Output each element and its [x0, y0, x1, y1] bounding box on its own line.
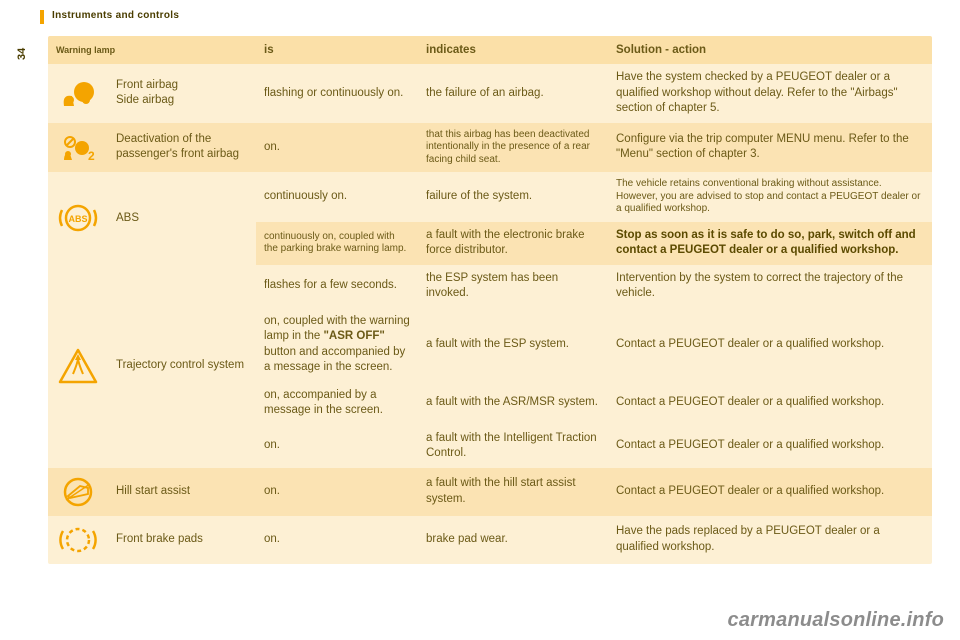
lamp-indicates: the ESP system has been invoked.: [418, 265, 608, 308]
lamp-solution: Intervention by the system to correct th…: [608, 265, 932, 308]
abs-icon: ABS: [48, 172, 108, 265]
lamp-name: ABS: [108, 172, 256, 265]
lamp-indicates: a fault with the Intelligent Traction Co…: [418, 425, 608, 468]
hill-icon: [48, 468, 108, 516]
lamp-is: on.: [256, 516, 418, 564]
lamp-indicates: that this airbag has been deactivated in…: [418, 123, 608, 173]
section-title: Instruments and controls: [52, 10, 179, 21]
lamp-indicates: a fault with the ASR/MSR system.: [418, 382, 608, 425]
table-row: Trajectory control system flashes for a …: [48, 265, 932, 308]
lamp-solution: Have the pads replaced by a PEUGEOT deal…: [608, 516, 932, 564]
col-name-blank: [108, 36, 256, 64]
table-row: ABS ABS continuously on. failure of the …: [48, 172, 932, 222]
table-row: Front airbag Side airbag flashing or con…: [48, 64, 932, 123]
table-row: 2 Deactivation of the passenger's front …: [48, 123, 932, 173]
lamp-is: flashing or continuously on.: [256, 64, 418, 123]
page-number: 34: [16, 48, 28, 60]
col-solution: Solution - action: [608, 36, 932, 64]
col-is: is: [256, 36, 418, 64]
lamp-is: on.: [256, 123, 418, 173]
lamp-solution: Contact a PEUGEOT dealer or a qualified …: [608, 382, 932, 425]
lamp-indicates: a fault with the hill start assist syste…: [418, 468, 608, 516]
airbag-off-icon: 2: [48, 123, 108, 173]
table-row: Hill start assist on. a fault with the h…: [48, 468, 932, 516]
lamp-solution: Contact a PEUGEOT dealer or a qualified …: [608, 425, 932, 468]
esp-icon: [48, 265, 108, 468]
svg-text:ABS: ABS: [68, 214, 87, 224]
lamp-is: on.: [256, 468, 418, 516]
col-indicates: indicates: [418, 36, 608, 64]
lamp-solution: Stop as soon as it is safe to do so, par…: [608, 222, 932, 265]
lamp-indicates: a fault with the electronic brake force …: [418, 222, 608, 265]
lamp-solution: Have the system checked by a PEUGEOT dea…: [608, 64, 932, 123]
lamp-is: on, accompanied by a message in the scre…: [256, 382, 418, 425]
lamp-indicates: brake pad wear.: [418, 516, 608, 564]
lamp-name: Deactivation of the passenger's front ai…: [108, 123, 256, 173]
lamp-is: continuously on.: [256, 172, 418, 222]
airbag-icon: [48, 64, 108, 123]
table-row: Front brake pads on. brake pad wear. Hav…: [48, 516, 932, 564]
svg-text:2: 2: [88, 149, 95, 163]
lamp-is: on, coupled with the warning lamp in the…: [256, 308, 418, 382]
col-warning-lamp: Warning lamp: [48, 36, 108, 64]
table-header-row: Warning lamp is indicates Solution - act…: [48, 36, 932, 64]
lamp-solution: The vehicle retains conventional braking…: [608, 172, 932, 222]
warning-lamp-table-panel: Warning lamp is indicates Solution - act…: [48, 36, 932, 564]
warning-lamp-table: Warning lamp is indicates Solution - act…: [48, 36, 932, 564]
lamp-solution: Contact a PEUGEOT dealer or a qualified …: [608, 308, 932, 382]
header-accent: [40, 10, 44, 24]
lamp-is: flashes for a few seconds.: [256, 265, 418, 308]
watermark: carmanualsonline.info: [728, 609, 944, 632]
lamp-indicates: failure of the system.: [418, 172, 608, 222]
pads-icon: [48, 516, 108, 564]
lamp-name: Hill start assist: [108, 468, 256, 516]
lamp-indicates: the failure of an airbag.: [418, 64, 608, 123]
lamp-solution: Contact a PEUGEOT dealer or a qualified …: [608, 468, 932, 516]
lamp-name: Trajectory control system: [108, 265, 256, 468]
lamp-name: Front airbag Side airbag: [108, 64, 256, 123]
lamp-is: on.: [256, 425, 418, 468]
lamp-name: Front brake pads: [108, 516, 256, 564]
lamp-is: continuously on, coupled with the parkin…: [256, 222, 418, 265]
lamp-solution: Configure via the trip computer MENU men…: [608, 123, 932, 173]
lamp-indicates: a fault with the ESP system.: [418, 308, 608, 382]
manual-page: Instruments and controls 34 Warning lamp…: [0, 0, 960, 640]
